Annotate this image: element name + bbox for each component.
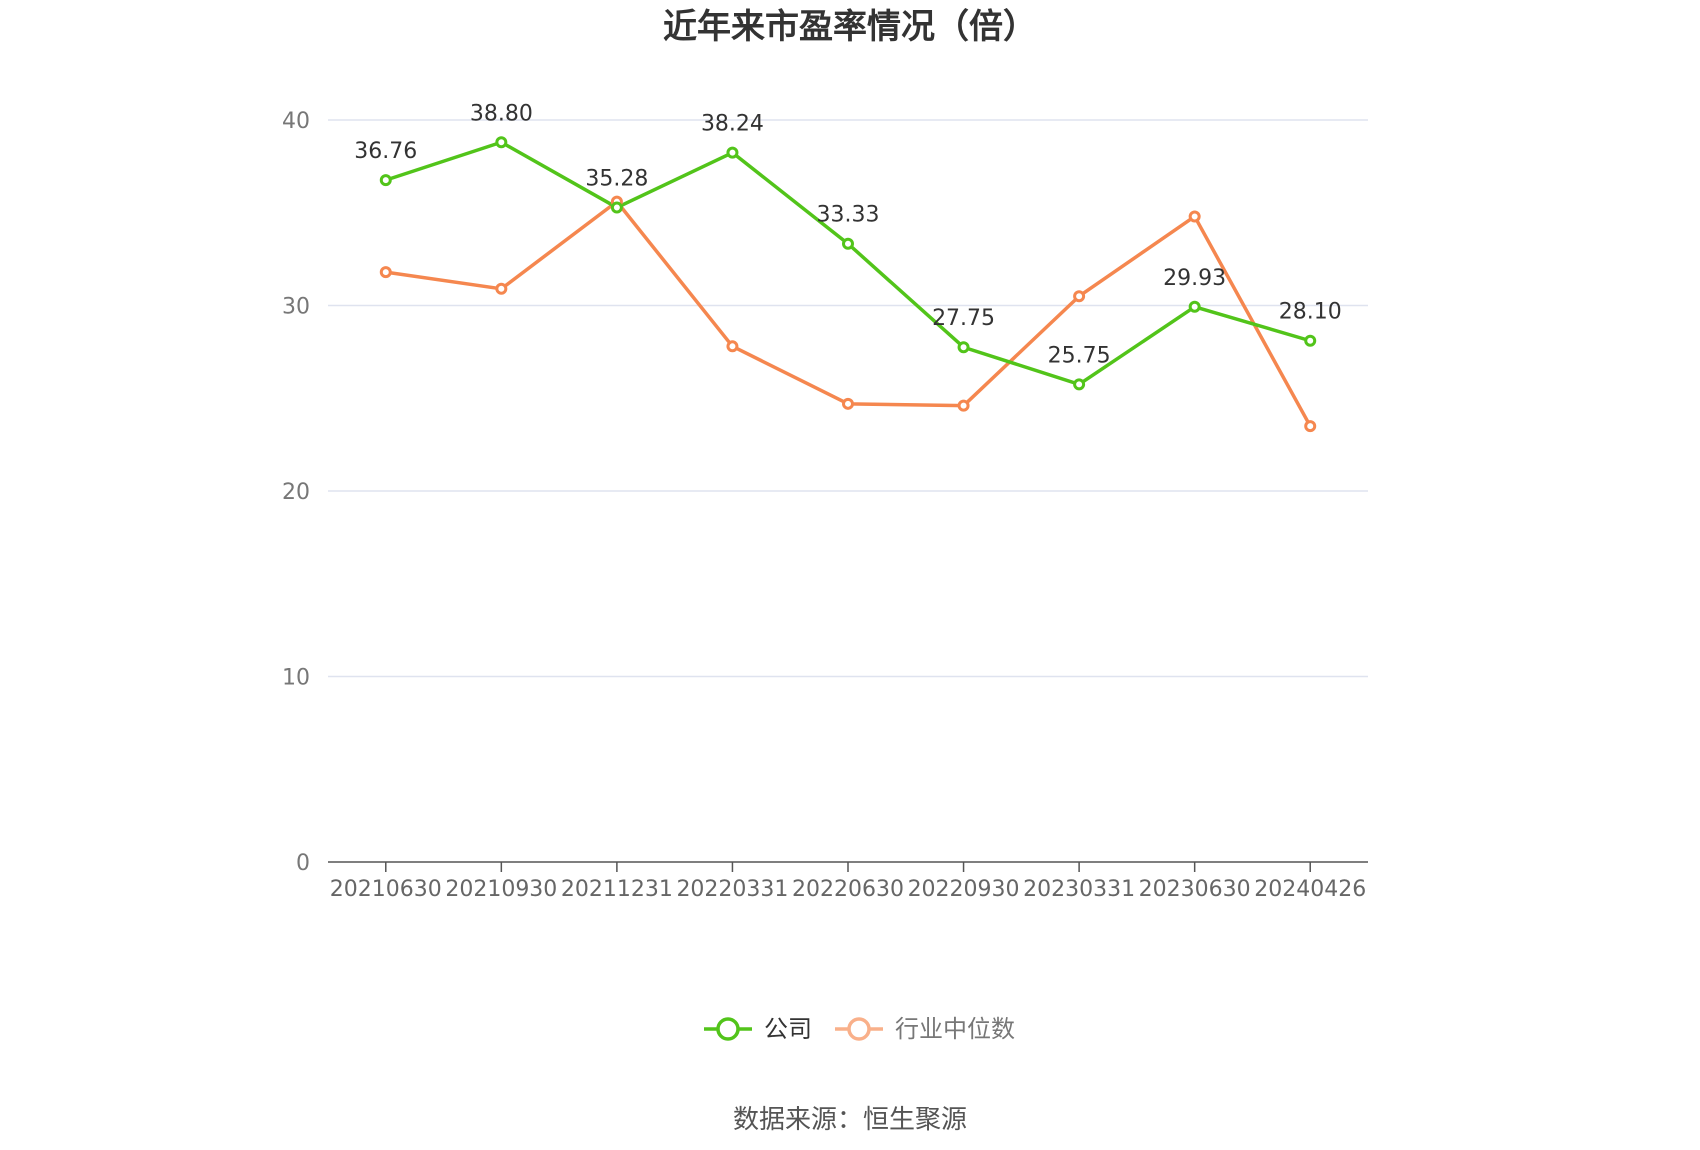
data-point[interactable] (379, 174, 392, 187)
y-tick-label: 20 (282, 480, 310, 505)
x-tick-label: 20220630 (792, 877, 904, 902)
x-tick-label: 20230630 (1139, 877, 1251, 902)
data-point[interactable] (1304, 334, 1317, 347)
grid-lines (328, 119, 1368, 678)
data-point[interactable] (842, 397, 854, 410)
data-label: 38.24 (701, 112, 764, 137)
data-point[interactable] (610, 201, 623, 214)
data-labels: 36.76 38.80 35.28 38.24 33.33 27.75 25.75 29.93… (354, 101, 1341, 368)
x-tick-label: 20220331 (676, 877, 788, 902)
data-point[interactable] (1073, 378, 1086, 391)
data-label: 28.10 (1279, 300, 1342, 325)
data-point[interactable] (1073, 290, 1086, 303)
y-axis: 0 10 20 30 40 (282, 109, 310, 876)
data-point[interactable] (495, 282, 508, 295)
data-point[interactable] (957, 341, 970, 354)
chart-title: 近年来市盈率情况（倍） (663, 7, 1037, 47)
y-tick-label: 30 (282, 295, 310, 320)
x-tick-label: 20220930 (908, 877, 1020, 902)
data-label: 29.93 (1163, 266, 1226, 291)
series-line-1 (385, 199, 1312, 427)
x-tick-label: 20210630 (330, 877, 442, 902)
data-point[interactable] (1188, 210, 1201, 223)
data-point[interactable] (957, 399, 970, 412)
y-tick-label: 0 (296, 851, 310, 876)
x-axis: 20210630 20210930 20211231 20220331 20220630… (328, 861, 1368, 902)
data-point[interactable] (379, 266, 392, 279)
legend-marker-icon (716, 1017, 740, 1041)
x-tick-label: 20230331 (1023, 877, 1135, 902)
x-tick-label: 20210930 (445, 877, 557, 902)
legend-label: 公司 (764, 1015, 812, 1043)
data-label: 33.33 (817, 203, 880, 228)
x-tick-label: 20211231 (561, 877, 673, 902)
legend[interactable]: 公司 行业中位数 (704, 1015, 1015, 1043)
data-source-note: 数据来源：恒生聚源 (733, 1105, 967, 1135)
data-point[interactable] (1188, 300, 1201, 313)
data-label: 25.75 (1048, 343, 1111, 368)
y-tick-label: 40 (282, 109, 310, 134)
data-point[interactable] (1304, 420, 1317, 433)
data-point[interactable] (726, 340, 739, 353)
data-label: 27.75 (932, 306, 995, 331)
data-label: 38.80 (470, 101, 533, 126)
data-label: 35.28 (585, 167, 648, 192)
legend-item-industry-median[interactable]: 行业中位数 (835, 1015, 1015, 1043)
legend-label: 行业中位数 (895, 1015, 1015, 1043)
y-tick-label: 10 (282, 666, 310, 691)
data-point[interactable] (495, 136, 508, 149)
data-label: 36.76 (354, 139, 417, 164)
data-point[interactable] (842, 237, 854, 250)
series-line-0 (385, 140, 1311, 387)
legend-item-company[interactable]: 公司 (704, 1015, 812, 1043)
data-point[interactable] (726, 146, 739, 159)
x-tick-label: 20240426 (1254, 877, 1366, 902)
legend-marker-icon (847, 1017, 871, 1041)
series-group (379, 136, 1317, 433)
